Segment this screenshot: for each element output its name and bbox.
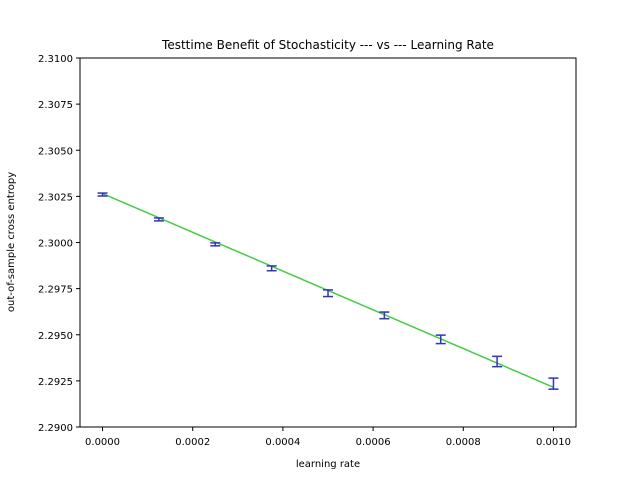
y-tick-label: 2.3025 — [38, 192, 73, 203]
x-axis-label: learning rate — [296, 459, 360, 470]
error-bar — [323, 289, 333, 298]
error-bar — [210, 242, 221, 247]
x-tick-label: 0.0006 — [356, 437, 391, 448]
y-tick-label: 2.3000 — [38, 239, 73, 250]
error-bar — [153, 217, 164, 222]
x-tick-label: 0.0000 — [85, 437, 120, 448]
y-tick-label: 2.3075 — [38, 100, 73, 111]
y-tick-label: 2.2900 — [38, 423, 73, 434]
error-bar — [492, 355, 503, 368]
error-bar — [435, 334, 446, 345]
x-tick-label: 0.0010 — [536, 437, 571, 448]
y-tick-label: 2.2925 — [38, 377, 73, 388]
y-tick-label: 2.3050 — [38, 146, 73, 157]
x-axis: 0.0000 0.0002 0.0004 0.0006 0.0008 0.0010 — [85, 427, 571, 448]
chart-title: Testtime Benefit of Stochasticity --- vs… — [161, 38, 494, 52]
error-bar — [548, 377, 559, 390]
error-bar — [379, 311, 390, 320]
error-bar — [97, 192, 108, 197]
y-tick-label: 2.2950 — [38, 331, 73, 342]
x-tick-label: 0.0002 — [175, 437, 210, 448]
y-tick-label: 2.3100 — [38, 54, 73, 65]
x-tick-label: 0.0004 — [265, 437, 300, 448]
y-axis: 2.2900 2.2925 2.2950 2.2975 2.3000 2.3025 2.30… — [38, 54, 80, 434]
y-tick-label: 2.2975 — [38, 285, 73, 296]
error-bar — [266, 265, 277, 272]
plot-area — [97, 192, 559, 390]
y-axis-label: out-of-sample cross entropy — [6, 172, 17, 312]
x-tick-label: 0.0008 — [446, 437, 481, 448]
